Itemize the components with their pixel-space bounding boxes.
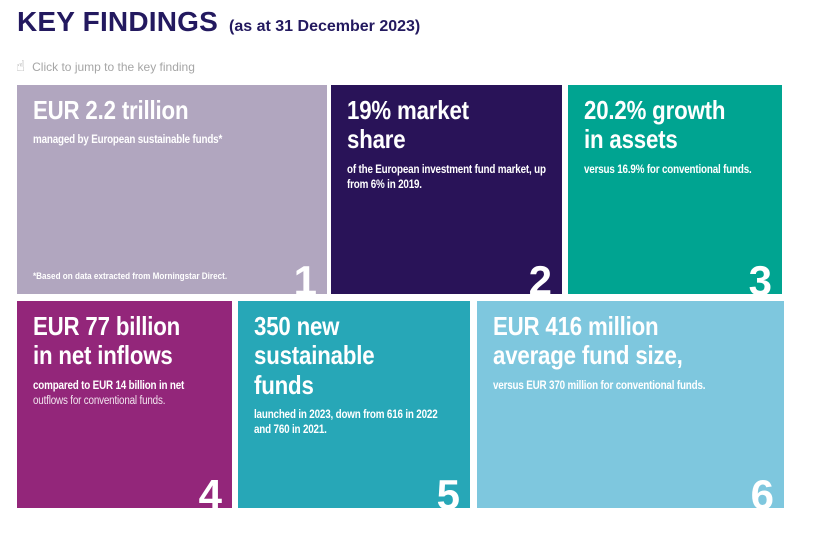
tile-headline: EUR 2.2 trillion xyxy=(33,95,189,125)
key-finding-tile-1[interactable]: EUR 2.2 trillion managed by European sus… xyxy=(17,85,327,294)
tile-headline: 20.2% growth in assets xyxy=(584,95,726,155)
click-hint: Click to jump to the key finding xyxy=(16,58,195,76)
tile-subtext: versus 16.9% for conventional funds. xyxy=(584,163,766,178)
tile-headline: EUR 77 billion in net inflows xyxy=(33,311,181,371)
tile-number: 4 xyxy=(198,471,222,509)
tile-headline: EUR 416 million average fund size, xyxy=(493,311,683,371)
tile-subtext: versus EUR 370 million for conventional … xyxy=(493,379,768,394)
tile-number: 6 xyxy=(750,471,774,509)
pointer-click-icon xyxy=(16,58,25,76)
tile-subtext: of the European investment fund market, … xyxy=(347,163,546,194)
tile-subtext-main: launched in 2023, down from 616 in 2022 … xyxy=(254,409,438,437)
tile-footnote: *Based on data extracted from Morningsta… xyxy=(33,271,228,282)
tile-subtext-main: versus EUR 370 million for conventional … xyxy=(493,379,706,392)
page-title: KEY FINDINGS xyxy=(17,6,219,37)
key-finding-tile-2[interactable]: 19% market share of the European investm… xyxy=(331,85,562,294)
key-finding-tile-3[interactable]: 20.2% growth in assets versus 16.9% for … xyxy=(568,85,782,294)
tile-number: 5 xyxy=(436,471,460,509)
tile-number: 2 xyxy=(528,257,552,295)
page-header: KEY FINDINGS (as at 31 December 2023) xyxy=(17,6,420,38)
tile-subtext-main: versus 16.9% for conventional funds. xyxy=(584,163,752,176)
tile-subtext-light: outflows for conventional funds. xyxy=(33,395,166,408)
key-finding-tile-4[interactable]: EUR 77 billion in net inflows compared t… xyxy=(17,301,232,508)
tile-number: 3 xyxy=(748,257,772,295)
tile-subtext-main: compared to EUR 14 billion in net xyxy=(33,379,185,392)
tile-subtext-main: managed by European sustainable funds* xyxy=(33,134,223,147)
key-finding-tile-6[interactable]: EUR 416 million average fund size, versu… xyxy=(477,301,784,508)
tile-subtext: compared to EUR 14 billion in net outflo… xyxy=(33,379,216,410)
tile-number: 1 xyxy=(293,257,317,295)
tile-subtext-main: of the European investment fund market, … xyxy=(347,163,546,192)
click-hint-label: Click to jump to the key finding xyxy=(32,60,195,74)
tile-headline: 350 new sustainable funds xyxy=(254,311,375,400)
tile-subtext: managed by European sustainable funds* xyxy=(33,133,311,148)
tile-headline: 19% market share xyxy=(347,95,469,155)
key-finding-tile-5[interactable]: 350 new sustainable funds launched in 20… xyxy=(238,301,470,508)
page-subtitle: (as at 31 December 2023) xyxy=(229,18,421,35)
tile-subtext: launched in 2023, down from 616 in 2022 … xyxy=(254,408,454,439)
